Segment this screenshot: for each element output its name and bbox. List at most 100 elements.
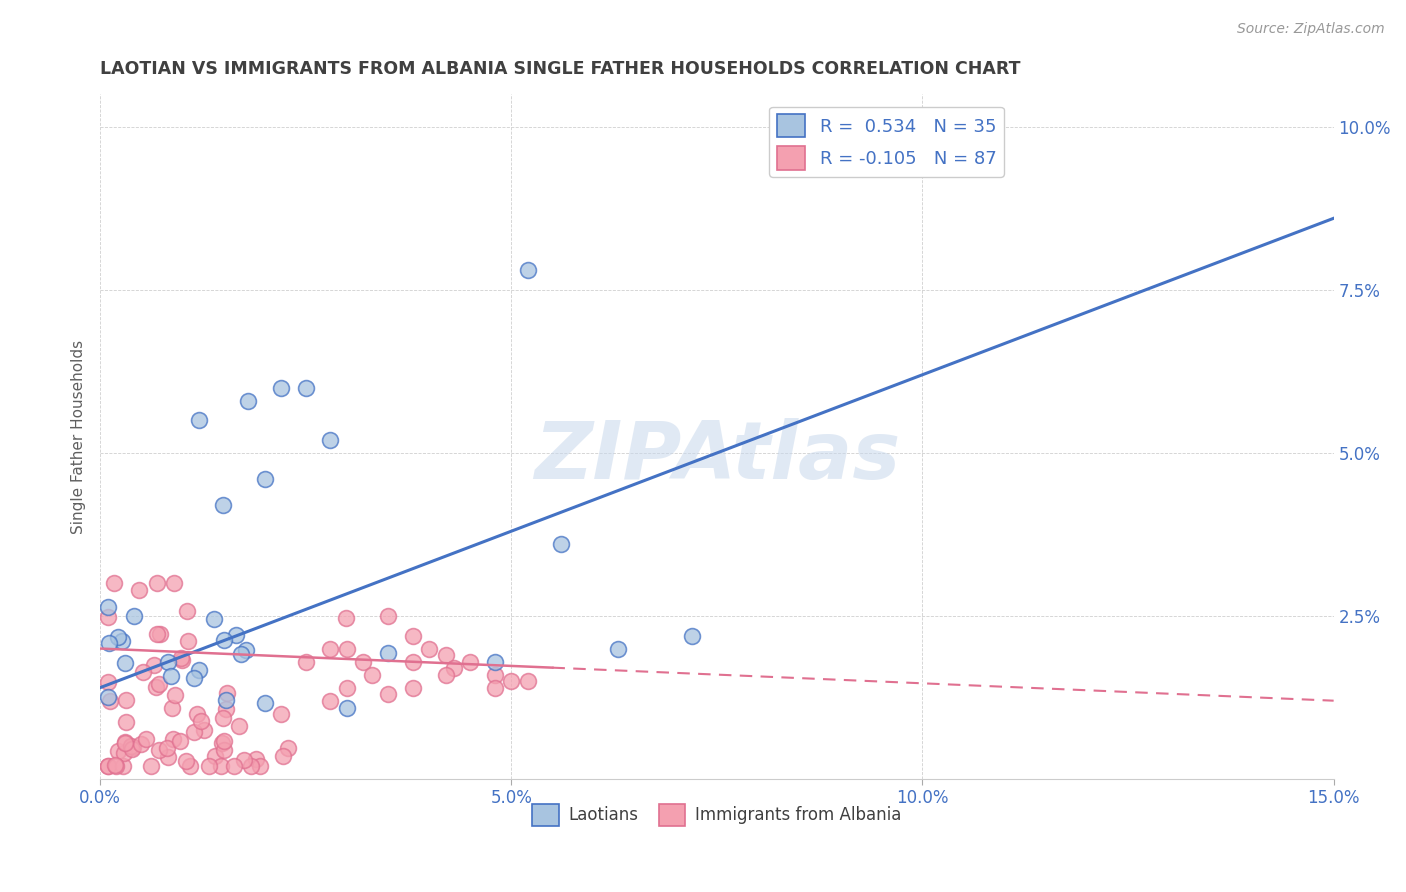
Point — [401, 628, 423, 642]
Point — [484, 655, 506, 669]
Point — [401, 655, 423, 669]
Point — [516, 674, 538, 689]
Point — [120, 739, 142, 753]
Point — [149, 627, 172, 641]
Point — [97, 759, 120, 773]
Point — [270, 706, 292, 721]
Point — [97, 610, 120, 624]
Point — [146, 627, 169, 641]
Point — [211, 736, 233, 750]
Point — [232, 753, 254, 767]
Point — [319, 641, 342, 656]
Point — [170, 650, 193, 665]
Point — [97, 759, 120, 773]
Point — [143, 658, 166, 673]
Point — [107, 631, 129, 645]
Point — [377, 646, 399, 660]
Point — [271, 749, 294, 764]
Point — [319, 433, 342, 447]
Point — [202, 612, 225, 626]
Point — [352, 655, 374, 669]
Point — [212, 734, 235, 748]
Point — [97, 675, 120, 690]
Point — [122, 740, 145, 755]
Point — [188, 663, 211, 677]
Point — [224, 759, 246, 773]
Point — [418, 641, 440, 656]
Point — [145, 680, 167, 694]
Point — [183, 672, 205, 686]
Point — [360, 667, 382, 681]
Point — [231, 647, 253, 661]
Point — [112, 746, 135, 760]
Point — [225, 627, 247, 641]
Point — [115, 692, 138, 706]
Point — [377, 609, 399, 624]
Point — [98, 636, 121, 650]
Point — [121, 741, 143, 756]
Point — [169, 733, 191, 747]
Point — [830, 153, 852, 167]
Point — [319, 694, 342, 708]
Point — [484, 681, 506, 695]
Point — [193, 723, 215, 737]
Point — [434, 648, 457, 662]
Point — [253, 472, 276, 486]
Point — [174, 754, 197, 768]
Point — [148, 743, 170, 757]
Point — [607, 641, 630, 656]
Point — [401, 681, 423, 695]
Point — [198, 759, 221, 773]
Point — [111, 759, 134, 773]
Point — [162, 731, 184, 746]
Point — [107, 744, 129, 758]
Point — [212, 743, 235, 757]
Point — [209, 759, 232, 773]
Point — [335, 611, 357, 625]
Point — [336, 701, 359, 715]
Point — [294, 655, 316, 669]
Point — [139, 759, 162, 773]
Point — [187, 413, 209, 427]
Point — [122, 609, 145, 624]
Point — [104, 758, 127, 772]
Text: LAOTIAN VS IMMIGRANTS FROM ALBANIA SINGLE FATHER HOUSEHOLDS CORRELATION CHART: LAOTIAN VS IMMIGRANTS FROM ALBANIA SINGL… — [100, 60, 1021, 78]
Point — [115, 715, 138, 730]
Text: ZIPAtlas: ZIPAtlas — [534, 418, 900, 496]
Point — [228, 719, 250, 733]
Point — [114, 736, 136, 750]
Point — [550, 537, 572, 551]
Point — [165, 689, 187, 703]
Point — [131, 737, 153, 751]
Point — [163, 576, 186, 591]
Point — [111, 634, 134, 648]
Point — [114, 656, 136, 670]
Point — [204, 748, 226, 763]
Point — [156, 741, 179, 756]
Point — [212, 498, 235, 512]
Y-axis label: Single Father Households: Single Father Households — [72, 340, 86, 533]
Point — [105, 759, 128, 773]
Point — [179, 759, 201, 773]
Point — [270, 381, 292, 395]
Point — [148, 677, 170, 691]
Point — [132, 665, 155, 679]
Point — [434, 667, 457, 681]
Point — [516, 263, 538, 277]
Point — [128, 583, 150, 598]
Point — [98, 694, 121, 708]
Point — [183, 724, 205, 739]
Point — [177, 634, 200, 648]
Point — [190, 714, 212, 729]
Point — [215, 693, 238, 707]
Point — [377, 687, 399, 701]
Point — [215, 686, 238, 700]
Point — [235, 643, 257, 657]
Point — [103, 576, 125, 591]
Point — [336, 681, 359, 695]
Point — [484, 667, 506, 681]
Point — [277, 740, 299, 755]
Point — [336, 641, 359, 656]
Point — [245, 751, 267, 765]
Point — [254, 696, 277, 710]
